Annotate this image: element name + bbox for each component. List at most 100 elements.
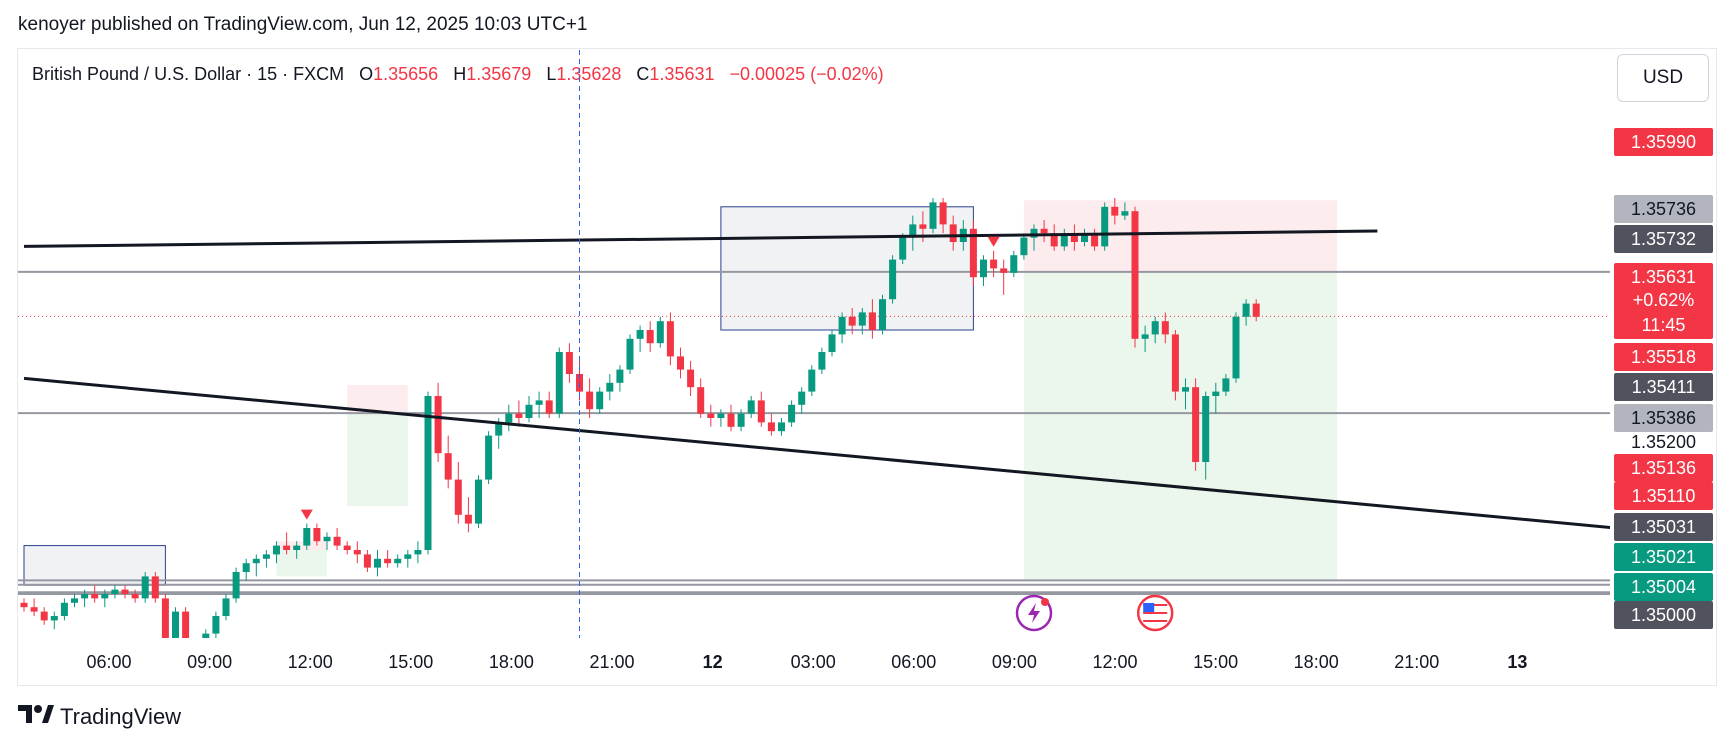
- price-scale-label: 1.35110: [1632, 486, 1696, 506]
- candle-body: [1131, 211, 1139, 339]
- candle-body: [353, 550, 361, 555]
- price-scale-label: 1.35000: [1631, 605, 1696, 625]
- x-axis-tick-label: 21:00: [1394, 652, 1439, 672]
- tradingview-logo-icon: [18, 703, 54, 731]
- candle-body: [1030, 228, 1038, 238]
- currency-button[interactable]: USD: [1617, 54, 1709, 102]
- candle-body: [394, 558, 402, 564]
- candle-body: [737, 413, 745, 427]
- price-scale-label: 11:45: [1642, 315, 1686, 335]
- price-label-bg: [1614, 404, 1713, 432]
- candle-body: [1081, 233, 1088, 242]
- candle-body: [1171, 334, 1179, 392]
- candle-body: [818, 352, 826, 370]
- low-label: L: [546, 64, 557, 84]
- price-label-bg: [1614, 128, 1713, 156]
- candle-body: [848, 316, 856, 326]
- price-scale-label: 1.35031: [1631, 517, 1696, 537]
- candle-body: [1242, 303, 1250, 317]
- candle-body: [697, 387, 705, 414]
- tradingview-brand: TradingView: [18, 703, 181, 731]
- x-axis-tick-label: 12:00: [1092, 652, 1137, 672]
- candle-body: [515, 413, 523, 418]
- candle-body: [454, 479, 462, 515]
- flag-stripe: [1143, 616, 1168, 618]
- candle-body: [464, 514, 472, 524]
- candle-body: [121, 589, 129, 594]
- us-flag-event-icon[interactable]: [1136, 594, 1174, 632]
- candle-body: [919, 224, 927, 229]
- candle-body: [1121, 211, 1129, 216]
- candle-body: [444, 453, 452, 480]
- price-label-bg: [1614, 343, 1713, 371]
- price-label-bg: [1614, 195, 1713, 223]
- flag-canton: [1143, 603, 1155, 612]
- candle-body: [677, 356, 684, 370]
- candle-body: [1182, 387, 1189, 392]
- candle-body: [20, 602, 28, 608]
- x-axis-tick-label: 13: [1507, 652, 1527, 672]
- candle-body: [222, 598, 230, 616]
- open-value: 1.35656: [373, 64, 439, 84]
- symbol-name[interactable]: British Pound / U.S. Dollar · 15 · FXCM: [32, 64, 345, 84]
- trendline-1: [23, 376, 1610, 529]
- lightning-event-icon[interactable]: [1015, 594, 1053, 632]
- candle-body: [343, 545, 351, 550]
- candle-body: [151, 576, 159, 599]
- candle-body: [778, 422, 785, 432]
- candle-body: [60, 602, 68, 616]
- close-label: C: [636, 64, 650, 84]
- candle-body: [172, 611, 179, 638]
- candle-body: [980, 259, 987, 278]
- high-value: 1.35679: [466, 64, 532, 84]
- close-value: 1.35631: [649, 64, 715, 84]
- candle-body: [384, 558, 392, 564]
- candle-body: [1151, 321, 1159, 335]
- zone-loss-6: [1023, 200, 1337, 272]
- candle-body: [1060, 233, 1068, 247]
- price-label-bg: [1614, 225, 1713, 253]
- change-value: −0.00025 (−0.02%): [729, 64, 884, 84]
- candle-body: [808, 369, 816, 392]
- candle-body: [939, 202, 947, 225]
- publisher-caption: kenoyer published on TradingView.com, Ju…: [18, 14, 588, 35]
- price-scale-label: 1.35386: [1631, 408, 1696, 428]
- candle-body: [879, 299, 886, 330]
- candle-body: [929, 202, 937, 229]
- open-label: O: [359, 64, 374, 84]
- candle-body: [71, 598, 78, 603]
- candle-body: [535, 400, 543, 405]
- flag-stripe: [1143, 604, 1168, 606]
- candle-body: [232, 572, 240, 599]
- zone-profit-7: [1023, 271, 1337, 581]
- price-label-bg: [1614, 573, 1713, 601]
- candle-body: [828, 334, 836, 352]
- candle-body: [50, 616, 58, 621]
- lightning-bolt: [1028, 603, 1040, 623]
- candle-body: [1091, 233, 1099, 247]
- candle-body: [252, 558, 260, 564]
- event-dot: [1041, 598, 1049, 606]
- candle-body: [1101, 206, 1109, 247]
- price-label-bg: [1614, 286, 1713, 314]
- candle-body: [656, 321, 664, 344]
- candle-body: [303, 528, 311, 546]
- price-scale-label: 1.35004: [1631, 577, 1696, 597]
- candle-body: [293, 545, 301, 550]
- candle-body: [1202, 396, 1210, 462]
- candle-body: [1222, 378, 1230, 392]
- candle-body: [586, 391, 594, 410]
- candle-body: [565, 352, 573, 374]
- price-label-bg: [1614, 454, 1713, 482]
- candle-body: [313, 528, 321, 542]
- x-axis-tick-label: 12:00: [288, 652, 333, 672]
- x-axis-tick-label: 09:00: [992, 652, 1037, 672]
- candle-body: [101, 594, 109, 599]
- candle-body: [434, 396, 442, 454]
- price-scale-label: 1.35732: [1631, 229, 1696, 249]
- candle-body: [161, 598, 169, 638]
- candle-body: [990, 259, 998, 269]
- candle-body: [283, 545, 291, 550]
- candle-body: [40, 611, 48, 621]
